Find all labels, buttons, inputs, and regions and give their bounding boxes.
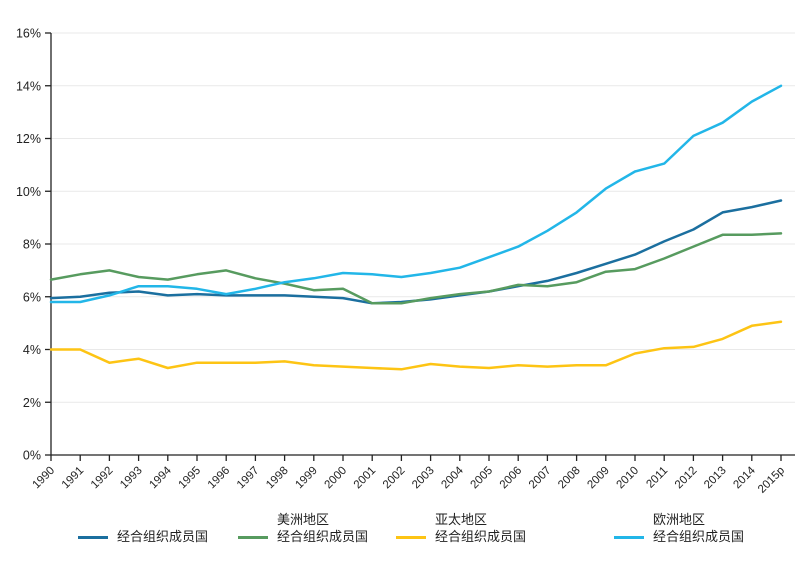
chart-legend: 经合组织成员国 美洲地区 经合组织成员国 亚太地区 经合组织成员国 欧洲地区 经…: [78, 512, 744, 546]
legend-label-line1: 亚太地区: [435, 512, 488, 527]
y-tick-label: 6%: [23, 290, 41, 304]
legend-label: 美洲地区 经合组织成员国: [277, 512, 368, 546]
legend-label: 经合组织成员国: [117, 529, 208, 546]
x-tick-label: 2004: [439, 464, 466, 491]
legend-line-swatch: [614, 535, 645, 539]
x-tick-label: 2002: [381, 465, 408, 492]
x-tick-label: 1998: [264, 465, 291, 492]
legend-line-swatch: [238, 535, 269, 539]
legend-item: 美洲地区 经合组织成员国: [238, 512, 368, 546]
y-tick-label: 10%: [16, 185, 41, 199]
x-tick-label: 1992: [89, 465, 116, 492]
legend-label-line2: 经合组织成员国: [653, 528, 745, 544]
y-tick-label: 12%: [16, 132, 41, 146]
x-tick-label: 2006: [498, 465, 525, 492]
x-tick-label: 1999: [293, 465, 320, 492]
x-tick-label: 2007: [527, 465, 554, 492]
legend-label-line1: 美洲地区: [277, 512, 330, 527]
y-tick-label: 8%: [23, 238, 41, 252]
x-tick-label: 1996: [206, 465, 233, 492]
x-tick-label: 2013: [702, 465, 729, 492]
legend-label-line1: 经合组织成员国: [117, 528, 209, 544]
legend-item: 经合组织成员国: [78, 529, 208, 546]
series-line: [49, 199, 783, 305]
y-tick-label: 16%: [16, 27, 41, 41]
series-line: [49, 84, 783, 304]
x-tick-label: 1995: [177, 465, 204, 492]
x-tick-label: 2010: [615, 465, 642, 492]
line-chart: 0%2%4%6%8%10%12%14%16%1990 1991 1992 1993 19…: [16, 27, 795, 496]
x-tick-label: 2001: [352, 465, 379, 492]
legend-item: 欧洲地区 经合组织成员国: [614, 512, 744, 546]
y-tick-label: 0%: [23, 449, 41, 463]
x-tick-label: 1997: [235, 465, 262, 492]
x-tick-label: 2003: [410, 465, 437, 492]
x-tick-label: 2000: [323, 465, 350, 492]
x-tick-label: 2009: [585, 465, 612, 492]
legend-label: 欧洲地区 经合组织成员国: [653, 512, 744, 546]
series-line: [49, 232, 783, 305]
y-tick-label: 14%: [16, 79, 41, 93]
x-tick-label: 1990: [31, 465, 58, 492]
y-tick-label: 4%: [23, 343, 41, 357]
legend-item: 亚太地区 经合组织成员国: [396, 512, 526, 546]
x-tick-label: 1993: [118, 465, 145, 492]
x-tick-label: 2015p: [756, 465, 787, 496]
x-tick-label: 1994: [147, 464, 174, 491]
y-tick-label: 2%: [23, 396, 41, 410]
x-tick-label: 2011: [644, 465, 670, 491]
x-tick-label: 2012: [673, 465, 700, 492]
x-tick-label: 1991: [60, 465, 87, 492]
legend-label-line1: 欧洲地区: [653, 512, 706, 527]
x-tick-label: 2005: [469, 465, 496, 492]
legend-line-swatch: [396, 535, 427, 539]
x-tick-label: 2014: [731, 464, 758, 491]
legend-label-line2: 经合组织成员国: [435, 528, 527, 544]
series-line: [49, 320, 783, 371]
x-tick-label: 2008: [556, 465, 583, 492]
legend-line-swatch: [78, 535, 108, 539]
legend-label: 亚太地区 经合组织成员国: [435, 512, 526, 546]
legend-label-line2: 经合组织成员国: [277, 528, 369, 544]
